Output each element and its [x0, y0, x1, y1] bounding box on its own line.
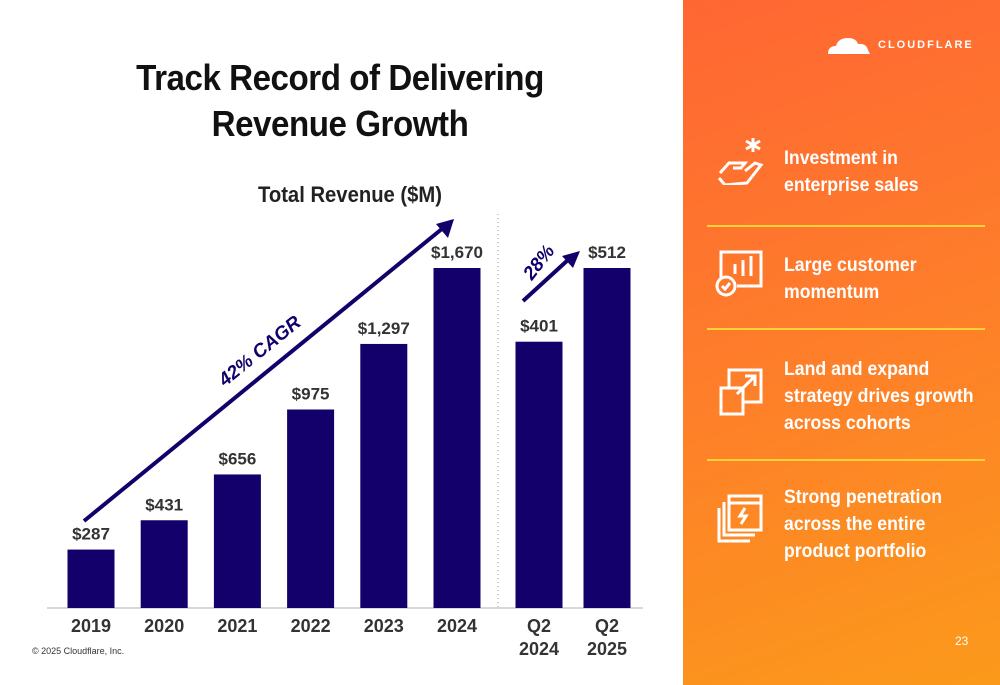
- bar: [433, 268, 481, 608]
- data-label: $975: [292, 384, 330, 403]
- separator: [707, 328, 985, 330]
- item-text: Strong penetration: [784, 487, 943, 508]
- item-text: Land and expand: [784, 359, 930, 380]
- bar: [583, 268, 631, 608]
- slide-title: Track Record of Delivering Revenue Growt…: [119, 55, 561, 147]
- bar: [515, 341, 563, 608]
- growth-arrowhead: [562, 251, 580, 268]
- revenue-bar-chart: $287 2019 $431 2020 $656 2021 $975 2022 $1,297 20…: [47, 214, 643, 659]
- x-tick-label: 2025: [587, 639, 627, 659]
- bar: [140, 520, 188, 608]
- copyright: © 2025 Cloudflare, Inc.: [32, 646, 125, 656]
- cloudflare-logo: CLOUDFLARE: [826, 34, 974, 56]
- x-tick-label: 2022: [291, 616, 331, 636]
- cagr-arrowhead: [436, 219, 454, 238]
- item-text: across cohorts: [784, 413, 911, 434]
- stacked-windows-icon: [717, 494, 763, 543]
- item-text: Investment in: [784, 148, 898, 169]
- title-line-1: Track Record of Delivering: [136, 57, 544, 98]
- item-text: across the entire: [784, 514, 926, 535]
- data-label: $401: [520, 317, 558, 336]
- growth-annotation: 28%: [519, 241, 560, 285]
- data-label: $431: [145, 495, 183, 514]
- item-text: momentum: [784, 282, 880, 303]
- chart-check-icon: [715, 250, 763, 297]
- x-tick-label: 2024: [437, 616, 477, 636]
- bar: [287, 409, 335, 608]
- x-tick-label: Q2: [527, 616, 551, 636]
- item-text: Large customer: [784, 255, 917, 276]
- sidebar-panel: CLOUDFLARE Investment in enterprise sales…: [683, 0, 1000, 685]
- page-number: 23: [955, 634, 969, 648]
- growth-arrow: [521, 257, 571, 303]
- data-label: $656: [218, 449, 256, 468]
- data-label: $512: [588, 243, 626, 262]
- bar: [67, 549, 115, 608]
- chart-title: Total Revenue ($M): [257, 182, 443, 207]
- separator: [707, 225, 985, 227]
- item-text: strategy drives growth: [784, 386, 974, 407]
- hand-spark-icon: [717, 138, 764, 185]
- title-line-2: Revenue Growth: [211, 103, 469, 144]
- item-text: product portfolio: [784, 541, 927, 562]
- separator: [707, 459, 985, 461]
- x-tick-label: 2020: [144, 616, 184, 636]
- cagr-arrow: [82, 226, 445, 523]
- x-tick-label: Q2: [595, 616, 619, 636]
- data-label: $1,670: [431, 243, 483, 262]
- bar: [213, 474, 261, 608]
- cloud-icon: [828, 38, 870, 54]
- x-tick-label: 2021: [217, 616, 257, 636]
- bar: [360, 343, 408, 608]
- x-tick-label: 2019: [71, 616, 111, 636]
- x-tick-label: 2024: [519, 639, 559, 659]
- x-tick-label: 2023: [364, 616, 404, 636]
- expand-arrow-icon: [719, 368, 763, 416]
- item-text: enterprise sales: [784, 175, 919, 196]
- data-label: $287: [72, 525, 110, 544]
- data-label: $1,297: [358, 319, 410, 338]
- logo-text: CLOUDFLARE: [878, 39, 974, 51]
